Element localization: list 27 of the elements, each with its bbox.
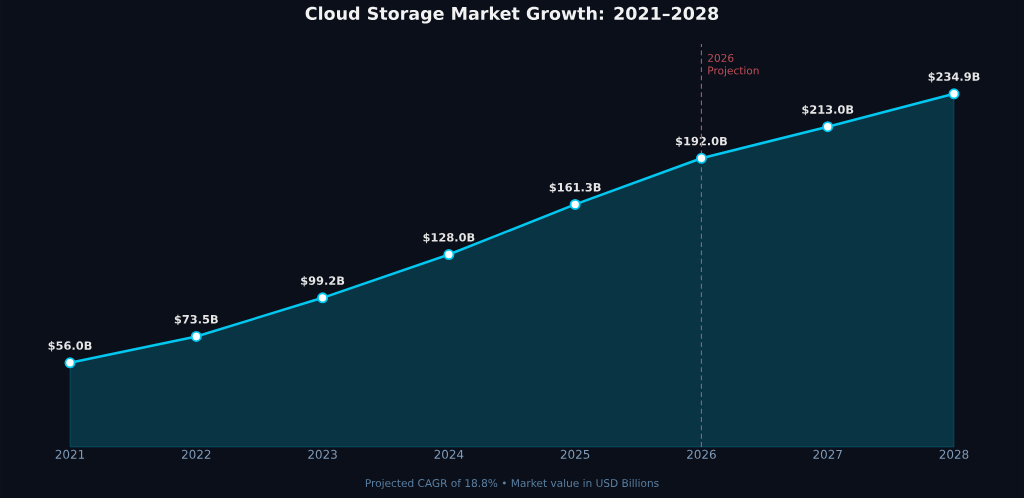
data-label: $213.0B: [802, 104, 854, 116]
data-label: $192.0B: [676, 136, 727, 147]
x-tick-label: 2021: [55, 449, 85, 459]
point: [822, 121, 834, 133]
point: [190, 330, 202, 342]
point: [948, 88, 960, 100]
data-label: $161.3B: [549, 182, 601, 194]
data-label: $99.2B: [301, 276, 345, 287]
x-tick-label: 2026: [687, 449, 716, 459]
x-tick-label: 2023: [308, 449, 337, 459]
point: [64, 357, 76, 369]
point: [443, 249, 455, 260]
data-label: $234.9B: [928, 72, 980, 83]
x-tick-label: 2022: [181, 449, 211, 459]
chart-title: Cloud Storage Market Growth: 2021–2028: [305, 6, 719, 24]
point: [569, 198, 581, 210]
data-label: $73.5B: [174, 314, 218, 326]
ref-line-label: 2026 Projection: [708, 53, 759, 77]
x-tick-label: 2028: [939, 449, 969, 459]
x-tick-label: 2027: [813, 449, 842, 459]
x-tick-label: 2024: [434, 449, 464, 459]
point: [317, 292, 329, 304]
point: [695, 152, 707, 164]
text: Projected CAGR of 18.8% • Market value in USD Billions: [365, 478, 659, 490]
data-label: $56.0B: [48, 341, 92, 352]
x-tick-label: 2025: [560, 449, 590, 459]
data-label: $128.0B: [423, 232, 475, 244]
